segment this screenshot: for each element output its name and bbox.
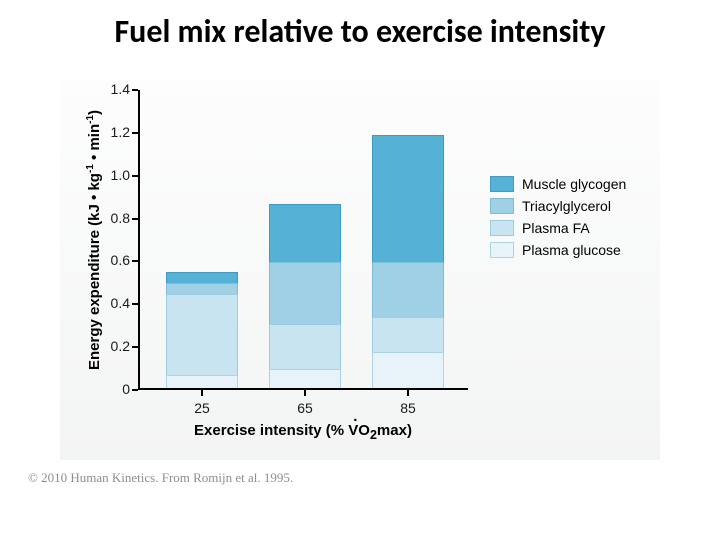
source-citation: © 2010 Human Kinetics. From Romijn et al… (28, 470, 293, 486)
x-axis-label: Exercise intensity (% VO2max) (138, 422, 468, 442)
x-tick (201, 390, 203, 396)
legend-swatch (490, 220, 514, 236)
legend-swatch (490, 242, 514, 258)
bar-segment-plasma-fa (372, 317, 444, 351)
y-tick (132, 346, 138, 348)
bar-segment-muscle-glycogen (269, 204, 341, 262)
legend-swatch (490, 198, 514, 214)
y-tick (132, 175, 138, 177)
legend-label: Plasma glucose (522, 242, 621, 258)
chart-container: 00.20.40.60.81.01.21.4 256585 Energy exp… (60, 80, 660, 460)
y-axis-label: Energy expenditure (kJ • kg-1 • min-1) (85, 110, 103, 370)
y-tick-label: 0 (90, 381, 130, 397)
x-tick-label: 85 (378, 400, 438, 416)
bar-segment-plasma-fa (166, 294, 238, 375)
bar-group (166, 272, 238, 388)
x-tick-label: 25 (172, 400, 232, 416)
legend-item-plasma-glucose: Plasma glucose (490, 242, 626, 258)
legend-item-muscle-glycogen: Muscle glycogen (490, 176, 626, 192)
bar-segment-plasma-glucose (269, 369, 341, 388)
y-tick (132, 132, 138, 134)
y-tick (132, 303, 138, 305)
y-tick (132, 89, 138, 91)
bar-group (372, 135, 444, 388)
y-axis-line (138, 90, 140, 390)
x-tick-label: 65 (275, 400, 335, 416)
legend-label: Muscle glycogen (522, 176, 626, 192)
legend: Muscle glycogen Triacylglycerol Plasma FA P… (490, 176, 626, 264)
bar-segment-triacylglycerol (269, 262, 341, 324)
bar-segment-muscle-glycogen (372, 135, 444, 261)
legend-item-plasma-fa: Plasma FA (490, 220, 626, 236)
bar-group (269, 204, 341, 388)
legend-swatch (490, 176, 514, 192)
y-tick (132, 260, 138, 262)
legend-item-triacylglycerol: Triacylglycerol (490, 198, 626, 214)
y-tick (132, 389, 138, 391)
legend-label: Triacylglycerol (522, 198, 611, 214)
y-tick-label: 1.4 (90, 81, 130, 97)
slide: Fuel mix relative to exercise intensity … (0, 0, 720, 540)
bar-segment-plasma-glucose (166, 375, 238, 388)
x-tick (407, 390, 409, 396)
page-title: Fuel mix relative to exercise intensity (0, 12, 720, 51)
legend-label: Plasma FA (522, 220, 590, 236)
bar-segment-plasma-fa (269, 324, 341, 369)
x-axis-line (138, 388, 468, 390)
bar-segment-triacylglycerol (372, 262, 444, 318)
bar-segment-plasma-glucose (372, 352, 444, 388)
bar-segment-muscle-glycogen (166, 272, 238, 283)
y-tick (132, 218, 138, 220)
x-tick (304, 390, 306, 396)
plot-area: 00.20.40.60.81.01.21.4 256585 Energy exp… (138, 90, 468, 390)
bar-segment-triacylglycerol (166, 283, 238, 294)
